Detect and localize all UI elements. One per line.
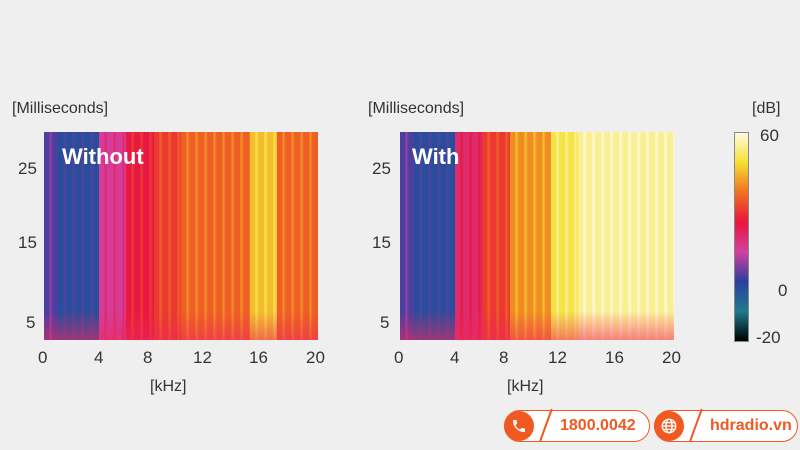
right-heatmap-band bbox=[578, 132, 674, 340]
right-y-tick-15: 15 bbox=[372, 233, 391, 252]
left-plot-title: Without bbox=[62, 144, 144, 169]
right-x-tick-16: 16 bbox=[605, 348, 624, 367]
left-x-tick-12: 12 bbox=[193, 348, 212, 367]
right-heatmap-floor bbox=[400, 310, 674, 340]
left-heatmap-band bbox=[98, 132, 128, 340]
right-heatmap-band bbox=[509, 132, 552, 340]
right-heatmap-band bbox=[400, 132, 415, 340]
left-heatmap-band bbox=[153, 132, 182, 340]
left-y-tick-5: 5 bbox=[26, 313, 36, 332]
left-x-axis-label: [kHz] bbox=[150, 378, 187, 395]
left-y-tick-15: 15 bbox=[18, 233, 37, 252]
right-heatmap-band bbox=[482, 132, 511, 340]
right-heatmap-band bbox=[454, 132, 484, 340]
right-y-tick-25: 25 bbox=[372, 159, 391, 178]
right-x-tick-4: 4 bbox=[450, 348, 460, 367]
left-heatmap-band bbox=[181, 132, 251, 340]
colorbar bbox=[734, 132, 749, 342]
right-x-axis-label: [kHz] bbox=[507, 378, 544, 395]
left-x-tick-0: 0 bbox=[38, 348, 48, 367]
right-heatmap-band bbox=[413, 132, 456, 340]
left-x-tick-16: 16 bbox=[249, 348, 268, 367]
globe-icon bbox=[654, 411, 684, 441]
website-divider bbox=[689, 408, 703, 442]
left-heatmap-band bbox=[44, 132, 59, 340]
left-x-tick-8: 8 bbox=[143, 348, 153, 367]
right-x-tick-20: 20 bbox=[662, 348, 681, 367]
left-heatmap-band bbox=[249, 132, 278, 340]
left-y-axis-label: [Milliseconds] bbox=[12, 100, 109, 117]
right-x-tick-12: 12 bbox=[548, 348, 567, 367]
colorbar-tick-0: 0 bbox=[778, 281, 788, 300]
right-y-tick-5: 5 bbox=[380, 313, 390, 332]
left-x-tick-20: 20 bbox=[306, 348, 325, 367]
right-heatmap bbox=[400, 132, 674, 340]
colorbar-tick-60: 60 bbox=[760, 126, 779, 145]
right-plot-title: With bbox=[412, 144, 460, 169]
left-x-tick-4: 4 bbox=[94, 348, 104, 367]
right-x-tick-0: 0 bbox=[394, 348, 404, 367]
phone-divider bbox=[539, 408, 553, 442]
right-y-axis-label: [Milliseconds] bbox=[368, 100, 465, 117]
colorbar-unit-label: [dB] bbox=[752, 100, 781, 117]
phone-number: 1800.0042 bbox=[560, 417, 636, 434]
left-heatmap-floor bbox=[44, 310, 318, 340]
colorbar-tick-minus20: -20 bbox=[756, 328, 781, 347]
right-x-tick-8: 8 bbox=[499, 348, 509, 367]
phone-pill[interactable]: 1800.0042 bbox=[504, 408, 650, 442]
right-heatmap-band bbox=[550, 132, 580, 340]
left-heatmap bbox=[44, 132, 318, 340]
left-heatmap-band bbox=[57, 132, 100, 340]
left-heatmap-band bbox=[276, 132, 318, 340]
phone-icon bbox=[504, 411, 534, 441]
website-url: hdradio.vn bbox=[710, 417, 792, 434]
left-heatmap-band bbox=[126, 132, 155, 340]
website-pill[interactable]: hdradio.vn bbox=[654, 408, 798, 442]
left-y-tick-25: 25 bbox=[18, 159, 37, 178]
